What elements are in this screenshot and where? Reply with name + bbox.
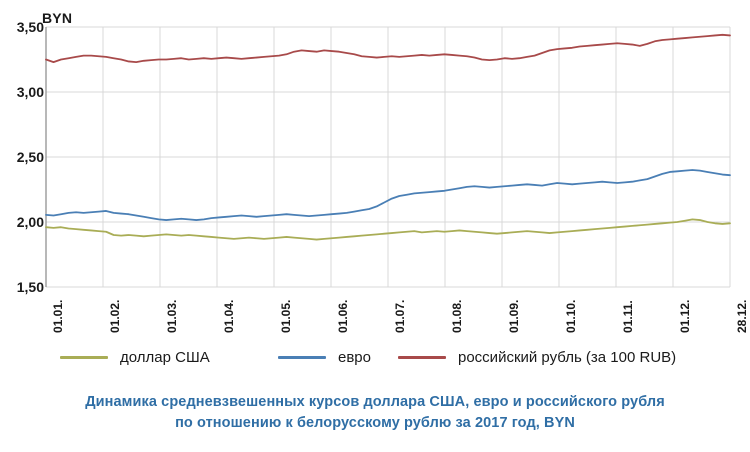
x-tick-label: 01.04. (222, 299, 236, 333)
y-tick-label: 2,00 (16, 214, 44, 230)
legend-label: евро (338, 348, 371, 366)
x-axis-tick-labels: 01.01. 01.02. 01.03. 01.04. 01.05. 01.06. 01.0… (0, 0, 750, 333)
line-chart-svg (45, 26, 731, 288)
series-line-3 (45, 33, 731, 63)
caption-line-1: Динамика средневзвешенных курсов доллара… (85, 394, 665, 410)
series-line-1 (45, 218, 731, 241)
legend-color-swatch (60, 355, 108, 359)
caption-line-2: по отношению к белорусскому рублю за 201… (175, 415, 575, 432)
y-tick-label: 3,00 (16, 84, 44, 100)
chart-gridlines (45, 26, 731, 288)
legend-color-swatch (278, 355, 326, 359)
x-tick-label: 01.09. (507, 299, 521, 333)
y-axis-unit-label: BYN (42, 10, 73, 26)
x-tick-label: 01.08. (450, 299, 464, 333)
chart-series-lines (45, 33, 731, 241)
y-tick-label: 2,50 (16, 149, 44, 165)
legend-color-swatch (398, 355, 446, 359)
chart-plot-area: BYN 1,50 2,00 2,50 3,00 3,50 01.01. 01.02. 01.… (0, 0, 750, 340)
x-tick-label: 28.12. (735, 299, 749, 333)
x-tick-label: 01.07. (393, 299, 407, 333)
legend-label: российский рубль (за 100 RUB) (458, 348, 677, 366)
x-tick-label: 01.12. (678, 299, 692, 333)
y-axis-tick-labels: 1,50 2,00 2,50 3,00 3,50 (0, 0, 44, 340)
x-tick-label: 01.10. (564, 299, 578, 333)
legend-item-1[interactable]: доллар США (60, 347, 210, 367)
chart-legend: доллар США евро российский рубль (за 100 R… (0, 340, 750, 380)
x-tick-label: 01.02. (108, 299, 122, 333)
series-line-2 (45, 169, 731, 221)
legend-item-2[interactable]: евро (278, 347, 371, 367)
x-tick-label: 01.06. (336, 299, 350, 333)
y-tick-label: 1,50 (16, 279, 44, 295)
chart-caption: Динамика средневзвешенных курсов доллара… (0, 392, 750, 434)
x-tick-label: 01.01. (51, 299, 65, 333)
x-tick-label: 01.11. (621, 300, 635, 333)
legend-item-3[interactable]: российский рубль (за 100 RUB) (398, 347, 676, 367)
legend-label: доллар США (120, 348, 210, 366)
x-tick-label: 01.05. (279, 299, 293, 333)
y-tick-label: 3,50 (16, 19, 44, 35)
x-tick-label: 01.03. (165, 299, 179, 333)
